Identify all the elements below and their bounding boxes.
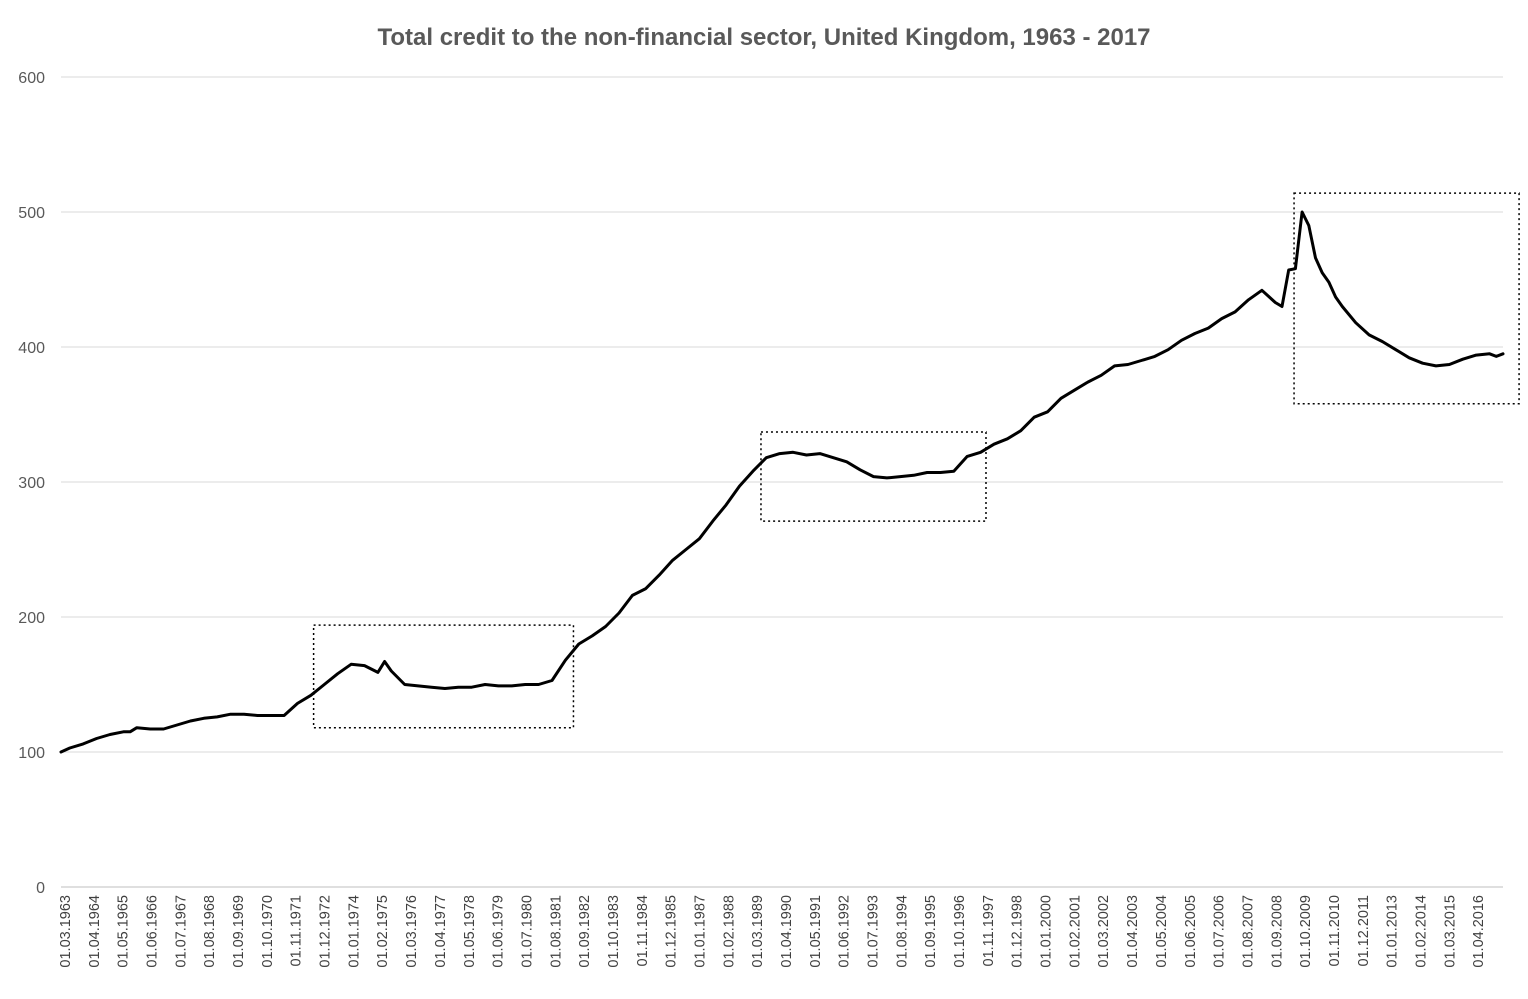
x-tick-label: 01.07.1967 [173, 895, 189, 968]
y-tick-label: 500 [18, 205, 45, 222]
gridlines [61, 76, 1503, 753]
y-tick-label: 200 [18, 610, 45, 627]
x-tick-label: 01.03.2002 [1096, 895, 1112, 968]
x-tick-label: 01.04.1990 [779, 895, 795, 968]
x-tick-label: 01.10.1996 [952, 895, 968, 968]
x-tick-label: 01.08.1994 [894, 895, 910, 968]
x-tick-label: 01.12.2011 [1356, 895, 1372, 967]
y-tick-label: 400 [18, 340, 45, 357]
x-tick-label: 01.02.1975 [375, 895, 391, 968]
highlight-box [312, 624, 575, 729]
x-tick-label: 01.12.1972 [318, 895, 334, 968]
x-tick-label: 01.02.1988 [721, 895, 737, 968]
y-tick-label: 100 [18, 745, 45, 762]
x-tick-label: 01.10.2009 [1298, 895, 1314, 968]
x-tick-label: 01.04.1977 [433, 895, 449, 968]
x-tick-label: 01.01.1987 [692, 895, 708, 968]
x-tick-label: 01.05.1991 [808, 895, 824, 968]
x-tick-label: 01.03.2015 [1442, 895, 1458, 968]
x-tick-label: 01.01.2013 [1385, 895, 1401, 968]
highlight-box [760, 431, 987, 522]
x-tick-label: 01.10.1983 [606, 895, 622, 968]
x-tick-label: 01.03.1989 [750, 895, 766, 968]
x-tick-label: 01.09.1982 [577, 895, 593, 968]
x-tick-label: 01.10.1970 [260, 895, 276, 968]
x-tick-label: 01.06.1979 [491, 895, 507, 968]
series-layer [59, 210, 1505, 754]
x-tick-label: 01.04.1964 [87, 895, 103, 968]
x-tick-label: 01.08.1981 [548, 895, 564, 968]
x-tick-label: 01.07.1980 [519, 895, 535, 968]
x-tick-label: 01.06.1992 [837, 895, 853, 968]
x-tick-label: 01.07.1993 [866, 895, 882, 968]
x-tick-label: 01.11.1984 [635, 895, 651, 967]
series-line [59, 210, 1505, 754]
x-tick-label: 01.08.1968 [202, 895, 218, 968]
y-tick-label: 600 [18, 70, 45, 87]
chart-title: Total credit to the non-financial sector… [377, 24, 1150, 51]
x-tick-label: 01.04.2016 [1471, 895, 1487, 968]
x-tick-label: 01.09.1969 [231, 895, 247, 968]
x-tick-label: 01.09.1995 [923, 895, 939, 968]
highlight-boxes [312, 192, 1520, 729]
x-tick-label: 01.02.2001 [1067, 895, 1083, 968]
x-tick-label: 01.03.1963 [58, 895, 74, 968]
x-tick-label: 01.01.2000 [1039, 895, 1055, 968]
y-axis-ticks: 0 100 200 300 400 500 600 [18, 70, 45, 897]
x-tick-label: 01.06.1966 [145, 895, 161, 968]
x-tick-label: 01.05.1978 [462, 895, 478, 968]
x-tick-label: 01.08.2007 [1240, 895, 1256, 968]
highlight-box [1293, 192, 1520, 405]
x-tick-label: 01.07.2006 [1212, 895, 1228, 968]
x-tick-label: 01.11.2010 [1327, 895, 1343, 967]
x-tick-label: 01.02.2014 [1413, 895, 1429, 968]
x-tick-label: 01.12.1985 [664, 895, 680, 968]
x-tick-label: 01.06.2005 [1183, 895, 1199, 968]
x-tick-label: 01.05.1965 [116, 895, 132, 968]
x-axis-ticks: 01.03.1963 01.04.1964 01.05.1965 01.06.1966… [58, 895, 1487, 968]
x-tick-label: 01.09.2008 [1269, 895, 1285, 968]
x-tick-label: 01.04.2003 [1125, 895, 1141, 968]
x-tick-label: 01.11.1997 [981, 895, 997, 967]
x-tick-label: 01.11.1971 [289, 895, 305, 967]
x-tick-label: 01.12.1998 [1010, 895, 1026, 968]
y-tick-label: 300 [18, 475, 45, 492]
x-tick-label: 01.03.1976 [404, 895, 420, 968]
x-tick-label: 01.05.2004 [1154, 895, 1170, 968]
x-tick-label: 01.01.1974 [346, 895, 362, 968]
y-tick-label: 0 [36, 880, 45, 897]
